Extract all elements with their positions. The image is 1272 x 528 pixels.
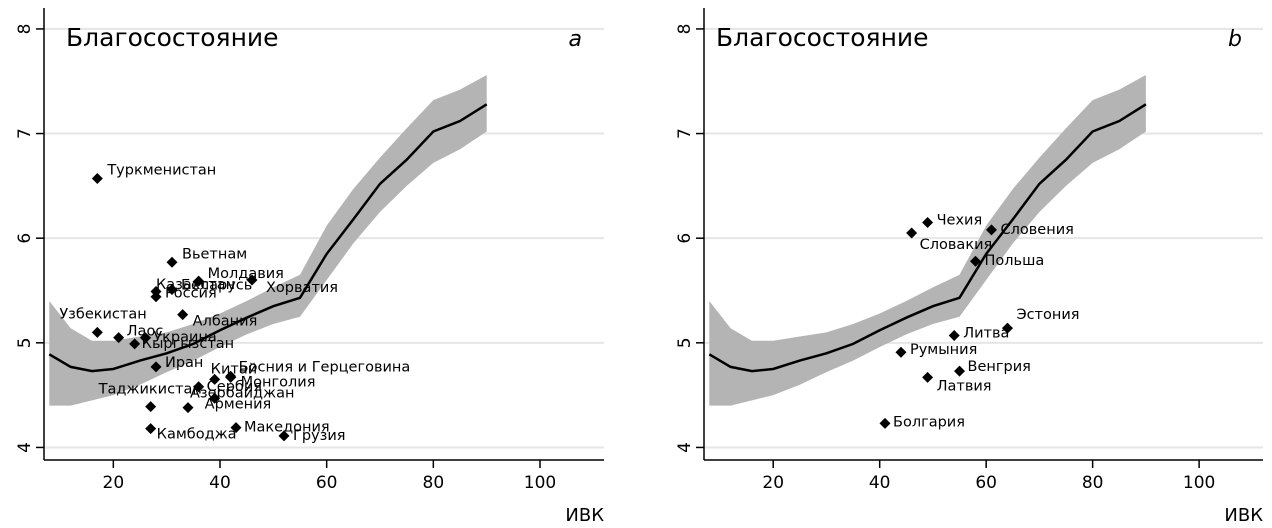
data-label: Румыния: [910, 342, 977, 358]
data-point: [167, 257, 178, 268]
data-label: Узбекистан: [59, 306, 146, 322]
data-point: [949, 330, 960, 341]
x-axis-label: ИВК: [565, 505, 604, 526]
data-label: Иран: [165, 355, 203, 371]
data-label: Азербайджан: [190, 386, 294, 402]
data-label: Эстония: [1016, 307, 1079, 323]
y-tick-label: 7: [675, 128, 695, 139]
confidence-band: [49, 75, 486, 406]
data-label: Босния и Герцеговина: [239, 359, 411, 375]
data-label: Вьетнам: [182, 246, 247, 262]
data-point: [92, 327, 103, 338]
data-point: [922, 372, 933, 383]
plot-layer: 4 5 6 7 8 20 40 60 80 100 Чехия Словения СловакияПол…: [675, 8, 1263, 493]
data-label: Словакия: [920, 237, 993, 253]
y-tick-label: 6: [15, 233, 35, 244]
panel-label: b: [1228, 27, 1242, 52]
y-tick-label: 7: [15, 128, 35, 139]
x-axis-label: ИВК: [1224, 505, 1263, 526]
x-tick-label: 60: [316, 473, 338, 493]
data-label: Казахстан: [156, 277, 235, 293]
data-label: Чехия: [937, 212, 983, 228]
data-label: Албания: [193, 314, 258, 330]
data-label: Камбоджа: [157, 427, 237, 443]
data-label: Туркменистан: [106, 163, 216, 179]
data-label: Хорватия: [266, 280, 338, 296]
data-label: Венгрия: [968, 359, 1031, 375]
y-tick-label: 5: [15, 337, 35, 348]
y-tick-label: 5: [675, 337, 695, 348]
x-tick-label: 100: [1183, 473, 1215, 493]
data-point: [92, 173, 103, 184]
data-point: [145, 401, 156, 412]
data-label: Словения: [1000, 222, 1073, 238]
x-tick-label: 20: [762, 473, 784, 493]
x-tick-label: 20: [103, 473, 125, 493]
data-label: Болгария: [893, 414, 965, 430]
data-label: Латвия: [937, 378, 992, 394]
panel-label: a: [569, 27, 582, 52]
data-point: [177, 309, 188, 320]
data-label: Таджикистан: [98, 382, 202, 398]
data-label: Грузия: [293, 428, 346, 444]
y-tick-label: 4: [675, 442, 695, 453]
data-label: Литва: [963, 325, 1009, 341]
data-point: [895, 347, 906, 358]
chart-title: Благосостояние: [716, 23, 929, 52]
y-tick-label: 8: [15, 24, 35, 35]
x-tick-label: 60: [975, 473, 997, 493]
x-tick-label: 40: [869, 473, 891, 493]
data-point: [880, 418, 891, 429]
chart-title: Благосостояние: [66, 23, 279, 52]
x-tick-label: 80: [1082, 473, 1104, 493]
x-tick-label: 100: [524, 473, 556, 493]
data-label: Польша: [985, 253, 1045, 269]
data-label: Кыргызстан: [142, 336, 235, 352]
data-point: [145, 423, 156, 434]
data-point: [922, 217, 933, 228]
y-tick-label: 4: [15, 442, 35, 453]
x-tick-label: 80: [423, 473, 445, 493]
data-point: [906, 227, 917, 238]
y-tick-label: 6: [675, 233, 695, 244]
panel-b: 4 5 6 7 8 20 40 60 80 100 Чехия Словения СловакияПол…: [675, 8, 1263, 526]
y-tick-label: 8: [675, 24, 695, 35]
data-point: [183, 402, 194, 413]
x-tick-label: 40: [209, 473, 231, 493]
data-point: [954, 366, 965, 377]
